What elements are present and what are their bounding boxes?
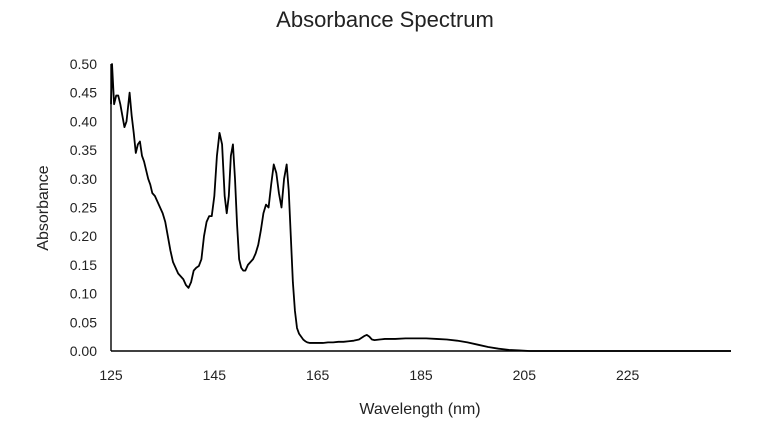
y-tick-label: 0.05	[70, 314, 97, 330]
x-tick-label: 125	[99, 367, 123, 383]
x-tick-labels: 125 145 165 185 205 225	[99, 367, 639, 383]
x-tick-label: 185	[409, 367, 433, 383]
x-axis-label: Wavelength (nm)	[359, 401, 480, 418]
y-tick-label: 0.20	[70, 228, 97, 244]
y-tick-label: 0.40	[70, 113, 97, 129]
y-tick-label: 0.00	[70, 343, 97, 359]
y-tick-label: 0.15	[70, 257, 97, 273]
chart-title: Absorbance Spectrum	[276, 7, 494, 32]
x-tick-label: 165	[306, 367, 330, 383]
y-tick-labels: 0.00 0.05 0.10 0.15 0.20 0.25 0.30 0.35 0.40 0.45…	[70, 56, 97, 359]
x-tick-label: 205	[513, 367, 537, 383]
y-tick-label: 0.45	[70, 85, 97, 101]
y-tick-label: 0.25	[70, 200, 97, 216]
y-tick-label: 0.30	[70, 171, 97, 187]
x-tick-label: 225	[616, 367, 640, 383]
absorbance-series-line	[110, 63, 731, 352]
y-tick-label: 0.50	[70, 56, 97, 72]
y-tick-label: 0.10	[70, 286, 97, 302]
x-tick-label: 145	[203, 367, 227, 383]
y-axis-label: Absorbance	[35, 165, 52, 250]
y-tick-label: 0.35	[70, 142, 97, 158]
